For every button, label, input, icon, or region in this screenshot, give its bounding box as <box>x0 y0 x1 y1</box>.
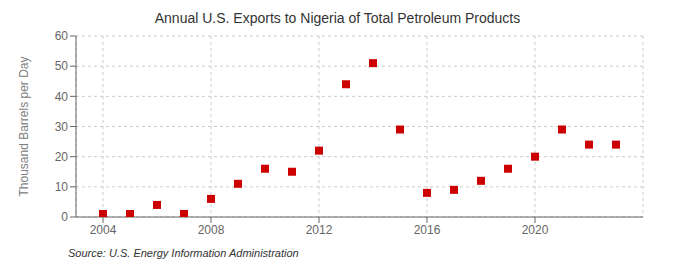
html-text:Source: U.S. Energy Informatio: Source: U.S. Energy Information Administ… <box>68 247 299 259</box>
svg-text:2004: 2004 <box>90 223 117 237</box>
svg-text:20: 20 <box>55 150 69 164</box>
svg-text:2016: 2016 <box>414 223 441 237</box>
svg-text:40: 40 <box>55 90 69 104</box>
svg-text:10: 10 <box>55 180 69 194</box>
svg-text:2008: 2008 <box>198 223 225 237</box>
html-text:Annual U.S. Exports to Nigeria: Annual U.S. Exports to Nigeria of Total … <box>154 10 521 26</box>
svg-text:2012: 2012 <box>306 223 333 237</box>
svg-text:Thousand Barrels per Day: Thousand Barrels per Day <box>17 56 31 196</box>
svg-text:2020: 2020 <box>522 223 549 237</box>
svg-text:0: 0 <box>61 210 68 224</box>
svg-text:60: 60 <box>55 29 69 43</box>
svg-text:30: 30 <box>55 120 69 134</box>
svg-text:50: 50 <box>55 59 69 73</box>
